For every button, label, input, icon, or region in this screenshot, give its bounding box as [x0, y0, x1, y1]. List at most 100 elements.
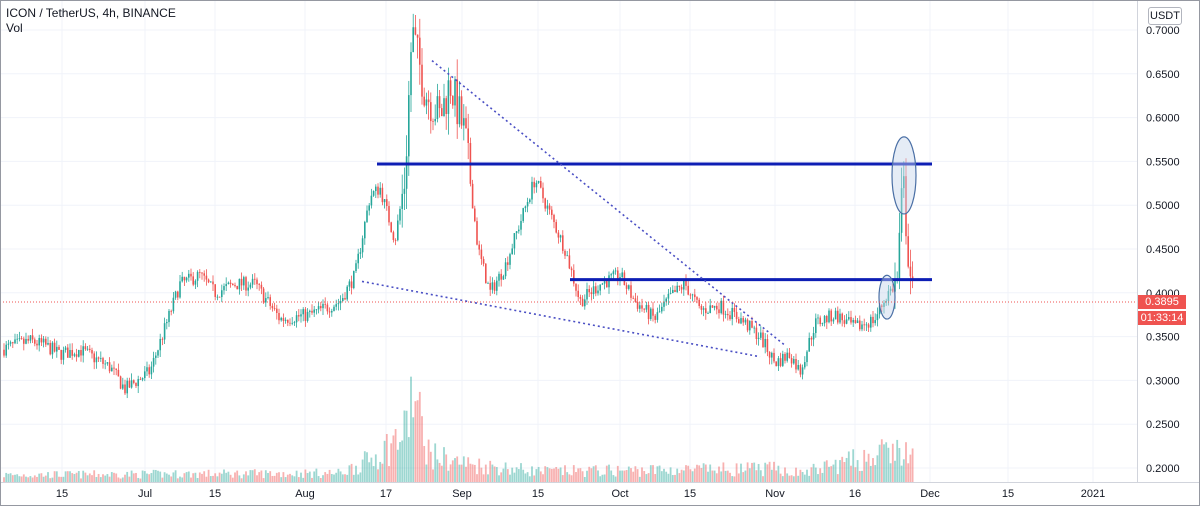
- currency-button[interactable]: USDT: [1148, 7, 1182, 25]
- trend-drawings[interactable]: [361, 60, 932, 358]
- volume-bar: [810, 467, 813, 482]
- candle-body: [775, 361, 777, 367]
- candle-body: [795, 359, 797, 370]
- candle-body: [86, 348, 89, 350]
- candle-body: [493, 282, 496, 291]
- candle-body: [753, 327, 755, 329]
- candle-body: [350, 281, 353, 289]
- candle-body: [603, 281, 606, 284]
- volume-bar: [718, 466, 720, 482]
- volume-bar: [410, 376, 412, 482]
- price-axis[interactable]: 0.70000.65000.60000.55000.50000.45000.40…: [1146, 0, 1180, 475]
- candle-body: [755, 327, 758, 340]
- volume-bar: [385, 434, 388, 482]
- volume-bar: [150, 473, 153, 482]
- candle-body: [463, 118, 465, 126]
- volume-bar: [731, 476, 734, 482]
- candle-body: [240, 278, 243, 286]
- candle-body: [452, 95, 454, 106]
- volume-bar: [557, 468, 560, 482]
- candle-body: [766, 338, 769, 352]
- volume-bar: [47, 472, 49, 482]
- volume-bar: [267, 472, 269, 482]
- candle-body: [210, 281, 212, 283]
- time-tick-label: Sep: [452, 488, 472, 500]
- volume-bar: [850, 465, 852, 482]
- volume-bar: [504, 462, 507, 482]
- volume-bar: [97, 473, 100, 482]
- volume-bar: [841, 456, 844, 482]
- volume-bar: [889, 463, 892, 482]
- candle-body: [779, 358, 782, 366]
- volume-bar: [713, 470, 716, 482]
- candle-body: [905, 176, 907, 237]
- volume-bar: [317, 476, 320, 482]
- volume-bar: [590, 468, 593, 482]
- volume-bar: [295, 470, 298, 482]
- highlight-ellipse[interactable]: [878, 274, 896, 320]
- volume-bar: [817, 474, 819, 482]
- volume-bar: [42, 476, 45, 482]
- volume-bar: [209, 476, 212, 482]
- volume-bar: [93, 470, 96, 482]
- volume-bar: [737, 473, 740, 482]
- volume-bar: [264, 470, 267, 482]
- candle-body: [29, 335, 32, 341]
- volume-bar: [139, 478, 142, 482]
- volume-bar: [231, 477, 234, 482]
- candle-body: [276, 308, 278, 313]
- candle-body: [97, 357, 100, 359]
- volume-bar: [251, 470, 254, 482]
- candle-body: [621, 272, 623, 278]
- candle-body: [548, 205, 551, 210]
- candle-body: [691, 294, 694, 296]
- candle-body: [859, 320, 861, 330]
- candle-body: [665, 298, 667, 302]
- candle-body: [324, 303, 326, 305]
- candle-body: [353, 271, 355, 289]
- candle-body: [146, 367, 148, 372]
- volume-label[interactable]: Vol: [6, 21, 23, 35]
- candle-body: [894, 279, 896, 292]
- dotted-trend-line[interactable]: [431, 60, 786, 346]
- volume-bar: [40, 473, 43, 482]
- volume-bar: [911, 448, 914, 482]
- candle-body: [771, 352, 773, 358]
- volume-bar: [861, 470, 863, 482]
- volume-bar: [412, 417, 415, 482]
- volume-bar: [878, 444, 881, 482]
- highlight-ellipse[interactable]: [891, 136, 917, 215]
- candle-body: [557, 232, 560, 238]
- candle-body: [284, 319, 287, 321]
- symbol-title[interactable]: ICON / TetherUS, 4h, BINANCE: [6, 6, 176, 20]
- candle-body: [188, 273, 190, 278]
- price-tick-label: 0.2500: [1146, 419, 1180, 431]
- volume-bar: [357, 474, 360, 482]
- volume-bar: [874, 465, 877, 482]
- volume-bar: [792, 476, 795, 482]
- volume-bar: [403, 410, 406, 482]
- price-tick-label: 0.5000: [1146, 200, 1180, 212]
- volume-bar: [674, 474, 676, 482]
- volume-bar: [667, 473, 670, 482]
- volume-bar: [733, 476, 736, 482]
- time-axis[interactable]: 15 Jul 15 Aug 17 Sep 15 Oct 15 Nov 16 Dec 15 2021: [56, 488, 1105, 500]
- volume-bar: [905, 442, 907, 482]
- volume-bar: [643, 471, 646, 482]
- candle-body: [806, 351, 808, 363]
- volume-bar: [126, 471, 129, 482]
- volume-bar: [293, 476, 296, 482]
- volume-bar: [627, 466, 630, 482]
- volume-bar: [383, 440, 386, 482]
- volume-bar: [515, 467, 518, 482]
- volume-bar: [799, 469, 802, 482]
- candle-body: [346, 286, 348, 300]
- candle-body: [344, 297, 346, 300]
- volume-bar: [909, 454, 912, 482]
- volume-bar: [249, 470, 252, 482]
- candle-body: [601, 283, 604, 285]
- volume-bar: [685, 465, 687, 482]
- candle-body: [612, 271, 615, 275]
